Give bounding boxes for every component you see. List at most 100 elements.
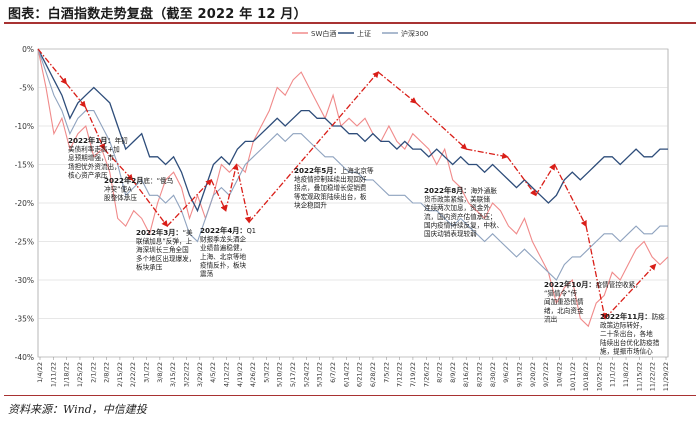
series-line-0 [37, 48, 669, 328]
annotation-4: 2022年5月：上海北京等地疫情控制延续出现回好拐点，叠加稳增长促销费等宏观政策… [294, 166, 374, 209]
annotation-text: 2022年2月底：“俄乌冲突”使A 股整体承压 [104, 176, 174, 202]
x-tick-label: 8/9/22 [449, 362, 457, 383]
x-tick-label: 6/28/22 [369, 362, 377, 387]
x-tick-label: 2/15/22 [116, 362, 124, 387]
grid [37, 48, 669, 358]
x-tick-label: 11/8/22 [622, 362, 630, 387]
annotation-line: 核心资产承压 [68, 170, 108, 179]
source-note: 资料来源：Wind，中信建投 [8, 403, 147, 416]
x-tick-label: 1/18/22 [63, 362, 71, 387]
annotation-text: 2022年4月：Q1 财报季龙头酒企业绩普遍稳健，上海、北京等地疫情反扑，板块震荡 [200, 226, 256, 278]
x-tick-label: 8/16/22 [462, 362, 470, 387]
annotation-date: 2022年3月： [136, 228, 183, 237]
x-tick-label: 3/8/22 [156, 362, 164, 383]
annotation-line: 块企稳回升 [294, 200, 327, 209]
series-lines [37, 48, 669, 328]
y-tick-label: -40% [15, 353, 34, 362]
x-tick-label: 6/21/22 [356, 362, 364, 387]
trend-arrow [506, 156, 537, 197]
x-tick-label: 6/14/22 [342, 362, 350, 387]
annotation-date: 2022年4月： [200, 226, 247, 235]
annotation-text: 2022年8月：海外通胀货币政策紧缩，美联储连续两次加息，资金外流，国内资产估值… [424, 186, 503, 238]
trend-arrow [225, 163, 239, 211]
x-tick-label: 6/7/22 [329, 362, 337, 383]
annotation-line: 流出 [544, 314, 557, 323]
annotation-text: 2022年1月：年初美债利率走高+加息预期增强，市场担忧外资流出，核心资产承压 [68, 136, 128, 179]
annotation-6: 2022年10月：疫情管控收紧， “猎情令”传闻加重恐慌情绪，北向资金流出 [544, 280, 642, 323]
annotation-line: Q1 [247, 227, 256, 235]
annotation-line: 等宏观政策陆续出台，板 [294, 192, 367, 201]
trend-arrows [37, 48, 657, 320]
annotation-line: 上海北京等 [341, 166, 374, 175]
trend-arrow [604, 263, 657, 319]
annotation-line: 冲突”使A [104, 185, 132, 194]
x-tick-label: 1/25/22 [76, 362, 84, 387]
x-tick-label: 8/30/22 [489, 362, 497, 387]
annotation-line: 陆续出台优化防疫措 [600, 338, 660, 347]
annotation-line: 美债利率走高+加 [68, 145, 120, 154]
y-axis: 0% -5% -10% -15% -20% -25% -30% -35% -40% [15, 45, 34, 362]
annotation-date: 2022年10月： [544, 280, 596, 289]
annotation-text: 2022年10月：疫情管控收紧， “猎情令”传闻加重恐慌情绪，北向资金流出 [544, 280, 642, 323]
annotation-2: 2022年3月：“美联储加息”反弹，上海深圳长三角全国多个地区出现爆发，板块承压 [136, 228, 195, 271]
x-tick-label: 10/25/22 [595, 362, 603, 391]
annotation-line: “美 [183, 228, 193, 237]
annotation-line: 政策边际转好， [600, 321, 646, 330]
trend-arrow [248, 71, 380, 223]
y-tick-label: -5% [19, 84, 34, 93]
x-tick-label: 5/17/22 [289, 362, 297, 387]
annotation-date: 2022年8月： [424, 186, 471, 195]
x-tick-label: 7/5/22 [382, 362, 390, 383]
x-tick-label: 7/12/22 [396, 362, 404, 387]
x-tick-label: 5/31/22 [316, 362, 324, 387]
annotation-7: 2022年11月：防疫政策边际转好，二十条出台，各地陆续出台优化防疫措施，提振市… [600, 312, 665, 355]
annotation-line: 防疫 [652, 312, 666, 321]
annotation-text: 2022年3月：“美联储加息”反弹，上海深圳长三角全国多个地区出现爆发，板块承压 [136, 228, 195, 271]
trend-arrow [535, 163, 556, 196]
annotation-line: 闻加重恐慌情 [544, 297, 584, 306]
annotation-line: 联储加息”反弹，上 [136, 237, 193, 246]
annotation-line: 海外通胀 [471, 186, 498, 195]
legend: SW白酒 上证 沪深300 [292, 29, 428, 38]
annotation-line: 场担忧外资流出， [68, 162, 121, 171]
trend-arrow [131, 179, 168, 228]
x-tick-label: 11/22/22 [649, 362, 657, 391]
trend-arrow [554, 164, 587, 228]
annotation-line: 年初 [115, 136, 129, 145]
x-tick-label: 2/1/22 [89, 362, 97, 383]
x-tick-label: 2/8/22 [103, 362, 111, 383]
trend-arrow [103, 148, 134, 181]
annotation-line: 流，国内资产估值承压； [424, 212, 497, 221]
x-tick-label: 5/3/22 [262, 362, 270, 383]
y-tick-label: -10% [15, 122, 34, 131]
x-tick-label: 9/27/22 [542, 362, 550, 387]
annotation-0: 2022年1月：年初美债利率走高+加息预期增强，市场担忧外资流出，核心资产承压 [68, 136, 128, 179]
x-tick-label: 3/29/22 [196, 362, 204, 387]
annotation-line: 二十条出台，各地 [600, 329, 653, 338]
annotation-date: 2022年1月： [68, 136, 115, 145]
annotation-line: 施，提振市场信心 [600, 346, 653, 355]
annotation-line: 绪，北向资金 [544, 306, 584, 315]
trend-arrow [65, 83, 87, 108]
annotation-date: 2022年2月 [104, 176, 143, 185]
annotation-text: 2022年5月：上海北京等地疫情控制延续出现回好拐点，叠加稳增长促销费等宏观政策… [294, 166, 374, 209]
annotation-line: 海深圳长三角全国 [136, 245, 189, 254]
annotation-line: 拐点，叠加稳增长促销费 [294, 183, 367, 192]
annotation-1: 2022年2月底：“俄乌冲突”使A 股整体承压 [104, 176, 174, 202]
annotation-line: 震荡 [200, 269, 214, 278]
annotation-line: 地疫情控制延续出现回好 [294, 175, 367, 184]
x-tick-label: 7/19/22 [409, 362, 417, 387]
x-tick-label: 4/5/22 [209, 362, 217, 383]
y-tick-label: -25% [15, 238, 34, 247]
title-rule [4, 22, 696, 24]
annotation-line: 疫情管控收紧， [596, 280, 642, 289]
y-tick-label: -30% [15, 276, 34, 285]
annotation-5: 2022年8月：海外通胀货币政策紧缩，美联储连续两次加息，资金外流，国内资产估值… [424, 186, 503, 238]
x-tick-label: 11/15/22 [635, 362, 643, 391]
x-axis: 1/4/22 1/11/22 1/18/22 1/25/22 2/1/22 2/8/22 2… [36, 357, 670, 391]
source-rule [4, 395, 696, 396]
x-tick-label: 2/22/22 [129, 362, 137, 387]
annotation-line: 板块承压 [136, 262, 163, 271]
line-chart: 0% -5% -10% -15% -20% -25% -30% -35% -40% 1/4/22… [15, 29, 670, 391]
